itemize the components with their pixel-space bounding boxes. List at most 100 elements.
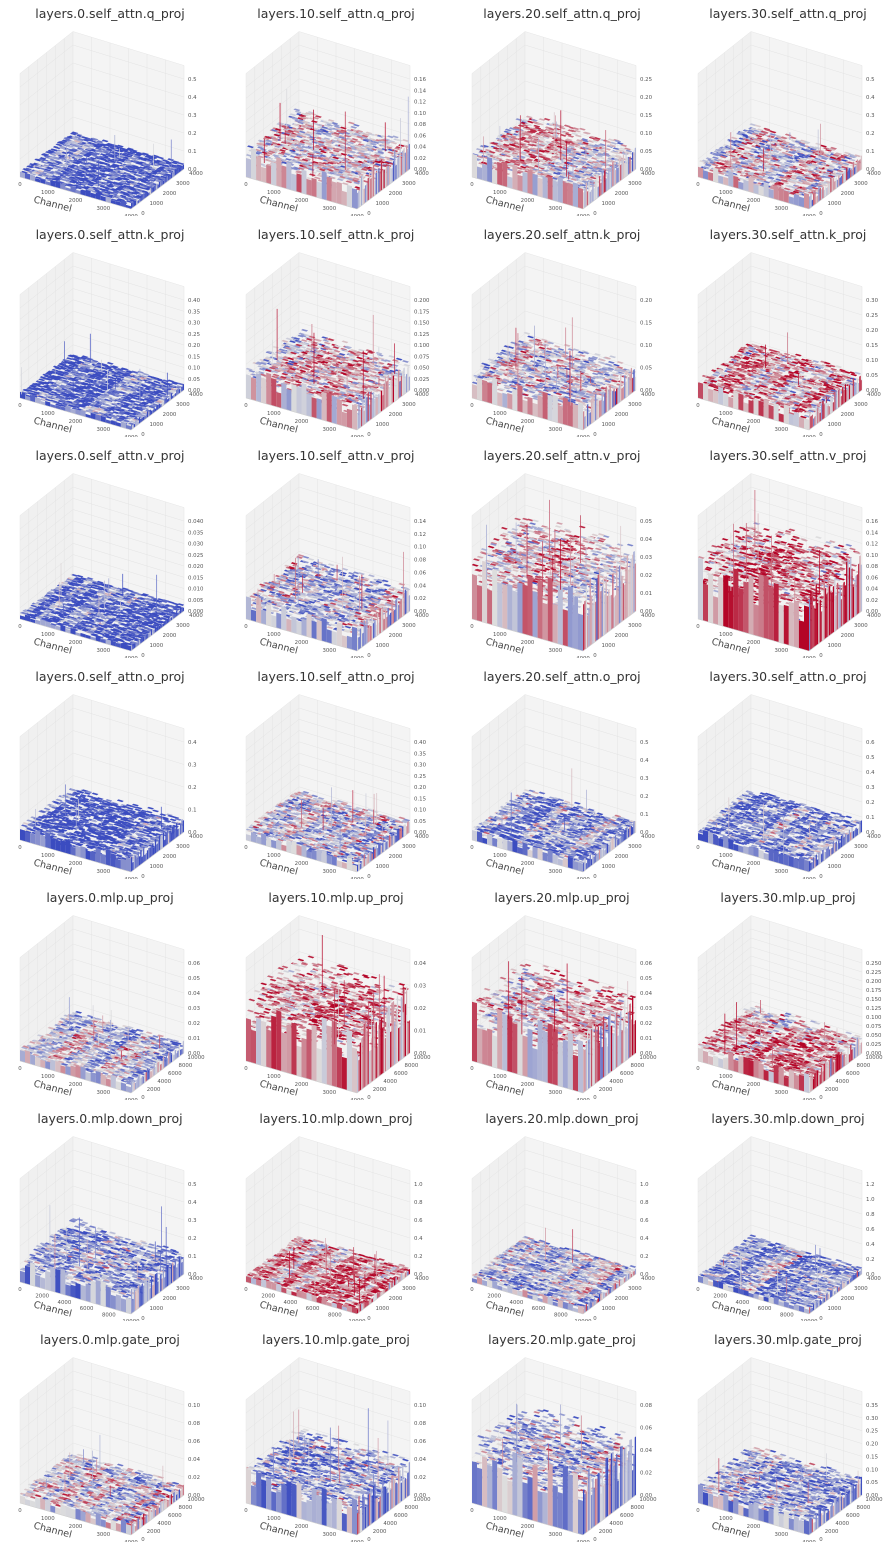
surface-side (840, 177, 841, 186)
subplot-title: layers.10.self_attn.q_proj (226, 6, 446, 21)
x-tick-label: 3000 (322, 206, 336, 212)
surface-side (713, 168, 718, 183)
z-tick-label: 0.5 (866, 77, 875, 83)
surface-side (847, 171, 848, 181)
surface-side (698, 167, 703, 179)
subplot-panel: layers.0.self_attn.k_proj010002000300040… (0, 221, 220, 439)
surface-side (370, 178, 371, 199)
surface-side (512, 165, 517, 190)
z-tick-label: 0.35 (188, 309, 200, 315)
y-tick-label: 3000 (176, 181, 190, 187)
surface-side (596, 173, 597, 199)
surface-side (743, 180, 748, 192)
x-tick-label: 4000 (350, 214, 364, 216)
z-tick-label: 0.15 (640, 113, 652, 119)
surface-side (358, 190, 359, 208)
surface-side (598, 186, 599, 198)
z-tick-label: 0.05 (640, 149, 652, 155)
x-tick-label: 0 (244, 182, 248, 188)
x-tick-label: 4000 (576, 214, 590, 216)
y-tick-label: 1000 (149, 201, 163, 207)
z-tick-label: 0.4 (188, 95, 197, 101)
surface-side (845, 170, 846, 182)
surface-side (615, 170, 616, 186)
surface-side (590, 191, 591, 204)
surface-side (794, 194, 799, 206)
surface-side (594, 188, 595, 201)
surface-side (826, 187, 827, 196)
surface-side (381, 159, 382, 191)
x-tick-label: 0 (18, 403, 22, 409)
x-tick-label: 0 (18, 182, 22, 188)
surface-side (492, 169, 497, 184)
z-tick-label: 0.5 (188, 77, 197, 83)
y-tick-label: 0 (367, 211, 371, 216)
surface-side (409, 144, 410, 170)
surface-side (373, 165, 374, 198)
y-tick-label: 0 (141, 432, 145, 437)
y-tick-label: 3000 (628, 181, 642, 187)
surface-side (573, 182, 578, 207)
surface-side (855, 165, 856, 174)
surface-side (603, 175, 604, 194)
surface-side (834, 181, 835, 190)
surface-side (809, 196, 810, 209)
surface-side (820, 188, 821, 201)
z-tick-label: 0.3 (866, 113, 875, 119)
surface-side (407, 148, 408, 171)
surface-side (372, 167, 373, 198)
surface-side (633, 152, 634, 171)
surface-side (563, 182, 568, 205)
surface-side (401, 157, 402, 176)
surface-side (733, 176, 738, 189)
surface-side (246, 158, 251, 179)
x-axis-label: Channel (32, 195, 73, 215)
surface-side (838, 175, 839, 187)
surface-side (604, 170, 605, 193)
surface-side (393, 161, 394, 182)
surface-side (858, 160, 859, 172)
surface-side (583, 192, 584, 209)
z-tick-label: 0.1 (866, 149, 875, 155)
surface-side (256, 156, 261, 181)
surface-side (764, 183, 769, 198)
z-tick-label: 0.00 (414, 167, 427, 173)
surface-side (621, 159, 622, 180)
surface-side (378, 168, 379, 193)
surface-side (322, 171, 327, 200)
surface-side (631, 161, 632, 174)
z-tick-label: 0.00 (188, 388, 201, 394)
surface-side (627, 157, 628, 177)
surface-side (822, 187, 823, 199)
surface-side (759, 186, 764, 196)
z-tick-label: 0.25 (640, 77, 652, 83)
surface-side (384, 169, 385, 189)
surface-side (405, 152, 406, 173)
surface-side (854, 167, 855, 175)
z-tick-label: 0.10 (188, 366, 201, 372)
x-tick-label: 4000 (124, 214, 138, 216)
surface-side (850, 169, 851, 178)
surface-side (281, 165, 286, 188)
surface-side (362, 176, 363, 205)
x-tick-label: 3000 (774, 206, 788, 212)
z-tick-label: 0.20 (188, 343, 201, 349)
surface-side (276, 157, 281, 187)
surface-side (368, 178, 369, 202)
surface-side (599, 176, 600, 197)
surface-side (286, 162, 291, 190)
z-tick-label: 0.0 (188, 167, 197, 173)
surface-side (843, 171, 844, 183)
surface-side (523, 172, 528, 193)
surface-side (610, 172, 611, 189)
surface-side (616, 162, 617, 185)
surface-plot-3d: 01000200030004000Channel0100020003000400… (226, 24, 441, 216)
subplot-panel: layers.20.self_attn.q_proj01000200030004… (452, 0, 672, 218)
surface-side (347, 185, 352, 208)
surface-side (543, 177, 548, 199)
surface-side (376, 173, 377, 196)
surface-side (813, 193, 814, 206)
z-tick-label: 0.14 (414, 88, 427, 94)
x-tick-label: 0 (696, 182, 700, 188)
x-tick-label: 3000 (548, 206, 562, 212)
